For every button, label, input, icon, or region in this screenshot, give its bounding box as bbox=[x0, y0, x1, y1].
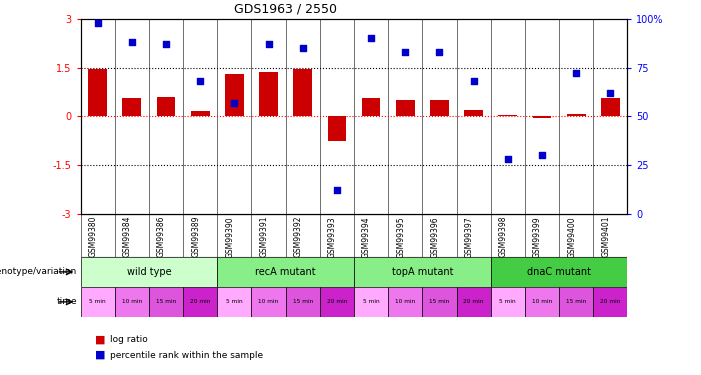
Bar bbox=[559, 287, 593, 317]
Text: 20 min: 20 min bbox=[190, 299, 210, 304]
Text: 20 min: 20 min bbox=[600, 299, 620, 304]
Text: 10 min: 10 min bbox=[259, 299, 279, 304]
Text: ■: ■ bbox=[95, 350, 105, 360]
Text: recA mutant: recA mutant bbox=[255, 267, 316, 277]
Bar bbox=[566, 114, 585, 116]
Bar bbox=[252, 287, 286, 317]
Text: 5 min: 5 min bbox=[90, 299, 106, 304]
Text: GSM99398: GSM99398 bbox=[499, 216, 508, 257]
Bar bbox=[293, 69, 312, 116]
Bar bbox=[191, 111, 210, 116]
Bar bbox=[149, 287, 183, 317]
Text: dnaC mutant: dnaC mutant bbox=[527, 267, 591, 277]
Point bbox=[195, 78, 206, 84]
Text: GSM99392: GSM99392 bbox=[294, 216, 303, 257]
Text: log ratio: log ratio bbox=[110, 335, 148, 344]
Text: 15 min: 15 min bbox=[429, 299, 449, 304]
Bar bbox=[81, 287, 115, 317]
Bar bbox=[156, 97, 175, 116]
Text: genotype/variation: genotype/variation bbox=[0, 267, 77, 276]
Bar bbox=[217, 287, 252, 317]
Bar bbox=[259, 72, 278, 116]
Bar bbox=[123, 98, 142, 116]
Bar bbox=[601, 98, 620, 116]
Bar bbox=[498, 115, 517, 116]
Point bbox=[229, 100, 240, 106]
Text: GSM99386: GSM99386 bbox=[157, 216, 166, 257]
Point bbox=[365, 35, 376, 41]
Point bbox=[332, 188, 343, 194]
Text: 10 min: 10 min bbox=[532, 299, 552, 304]
Bar bbox=[217, 257, 354, 287]
Text: time: time bbox=[57, 297, 77, 306]
Point bbox=[502, 156, 513, 162]
Point bbox=[126, 39, 137, 45]
Bar bbox=[327, 116, 346, 141]
Text: percentile rank within the sample: percentile rank within the sample bbox=[110, 351, 263, 360]
Bar bbox=[183, 287, 217, 317]
Point bbox=[263, 41, 274, 47]
Bar bbox=[81, 257, 217, 287]
Text: GSM99400: GSM99400 bbox=[567, 216, 576, 258]
Bar bbox=[88, 69, 107, 116]
Text: GSM99393: GSM99393 bbox=[328, 216, 337, 258]
Bar bbox=[422, 287, 456, 317]
Text: GSM99384: GSM99384 bbox=[123, 216, 132, 257]
Text: GSM99390: GSM99390 bbox=[226, 216, 234, 258]
Bar bbox=[115, 287, 149, 317]
Point bbox=[92, 20, 103, 26]
Bar bbox=[430, 100, 449, 116]
Bar bbox=[388, 287, 422, 317]
Text: GSM99394: GSM99394 bbox=[362, 216, 371, 258]
Bar bbox=[491, 257, 627, 287]
Text: GSM99389: GSM99389 bbox=[191, 216, 200, 257]
Text: GSM99401: GSM99401 bbox=[601, 216, 611, 257]
Bar bbox=[354, 287, 388, 317]
Point bbox=[468, 78, 479, 84]
Text: GSM99395: GSM99395 bbox=[396, 216, 405, 258]
Text: GDS1963 / 2550: GDS1963 / 2550 bbox=[233, 2, 336, 15]
Bar bbox=[456, 287, 491, 317]
Text: 15 min: 15 min bbox=[566, 299, 586, 304]
Text: topA mutant: topA mutant bbox=[392, 267, 453, 277]
Point bbox=[605, 90, 616, 96]
Text: 10 min: 10 min bbox=[122, 299, 142, 304]
Text: ■: ■ bbox=[95, 334, 105, 344]
Point bbox=[297, 45, 308, 51]
Bar bbox=[464, 110, 483, 116]
Text: GSM99391: GSM99391 bbox=[259, 216, 268, 257]
Bar bbox=[396, 100, 415, 116]
Bar bbox=[286, 287, 320, 317]
Text: 5 min: 5 min bbox=[500, 299, 516, 304]
Text: 20 min: 20 min bbox=[463, 299, 484, 304]
Point bbox=[400, 49, 411, 55]
Text: 5 min: 5 min bbox=[226, 299, 243, 304]
Bar bbox=[320, 287, 354, 317]
Text: GSM99397: GSM99397 bbox=[465, 216, 474, 258]
Text: 15 min: 15 min bbox=[292, 299, 313, 304]
Point bbox=[434, 49, 445, 55]
Bar bbox=[491, 287, 525, 317]
Bar bbox=[225, 74, 244, 116]
Text: 5 min: 5 min bbox=[363, 299, 379, 304]
Point bbox=[161, 41, 172, 47]
Text: GSM99380: GSM99380 bbox=[89, 216, 97, 257]
Text: GSM99399: GSM99399 bbox=[533, 216, 542, 258]
Bar bbox=[354, 257, 491, 287]
Text: 10 min: 10 min bbox=[395, 299, 416, 304]
Text: wild type: wild type bbox=[127, 267, 171, 277]
Text: GSM99396: GSM99396 bbox=[430, 216, 440, 258]
Bar bbox=[525, 287, 559, 317]
Point bbox=[571, 70, 582, 76]
Bar bbox=[362, 98, 381, 116]
Bar bbox=[593, 287, 627, 317]
Bar bbox=[533, 116, 552, 118]
Point bbox=[536, 152, 547, 158]
Text: 15 min: 15 min bbox=[156, 299, 176, 304]
Text: 20 min: 20 min bbox=[327, 299, 347, 304]
